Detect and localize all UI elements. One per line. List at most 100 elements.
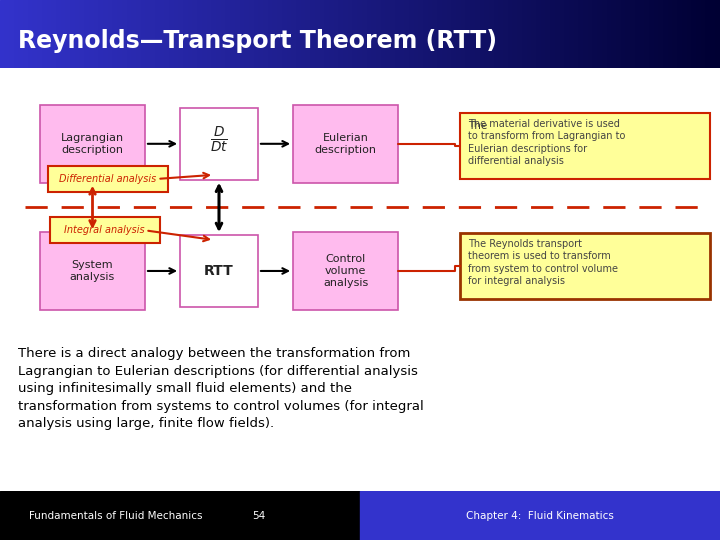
Bar	[475, 0, 476, 68]
Bar	[665, 0, 666, 68]
Bar	[142, 0, 143, 68]
Bar	[654, 0, 655, 68]
Bar	[527, 0, 528, 68]
Bar	[64, 0, 65, 68]
Bar	[442, 0, 443, 68]
Bar	[216, 0, 217, 68]
Bar	[165, 0, 166, 68]
Bar	[260, 0, 261, 68]
Bar	[662, 0, 663, 68]
Bar	[349, 0, 350, 68]
Bar	[76, 0, 77, 68]
Bar	[413, 0, 414, 68]
Bar	[40, 105, 145, 183]
Bar	[281, 0, 282, 68]
Bar	[180, 0, 181, 68]
Bar	[117, 0, 118, 68]
Bar	[697, 0, 698, 68]
Bar	[86, 0, 87, 68]
Bar	[131, 0, 132, 68]
Bar	[638, 0, 639, 68]
Bar	[346, 0, 347, 68]
Bar	[352, 0, 353, 68]
Bar	[184, 0, 185, 68]
Bar	[127, 0, 128, 68]
Bar	[472, 0, 473, 68]
Bar	[406, 0, 407, 68]
Bar	[242, 0, 243, 68]
Bar	[460, 233, 710, 299]
Bar	[447, 0, 448, 68]
Bar	[586, 0, 587, 68]
Bar	[34, 0, 35, 68]
Bar	[681, 0, 682, 68]
Bar	[373, 0, 374, 68]
Bar	[516, 0, 517, 68]
Bar	[6, 0, 7, 68]
Bar	[258, 0, 259, 68]
Bar	[226, 0, 227, 68]
Bar	[507, 0, 508, 68]
Bar	[234, 0, 235, 68]
Bar	[125, 0, 126, 68]
Bar	[141, 0, 142, 68]
Bar	[74, 0, 75, 68]
Bar	[704, 0, 705, 68]
Bar	[35, 0, 36, 68]
Bar	[220, 0, 221, 68]
Bar	[409, 0, 410, 68]
Bar	[567, 0, 568, 68]
Bar	[306, 0, 307, 68]
Bar	[364, 0, 365, 68]
Bar	[694, 0, 695, 68]
Bar	[557, 0, 558, 68]
Bar	[492, 0, 493, 68]
Bar	[427, 0, 428, 68]
Bar	[41, 0, 42, 68]
Bar	[594, 0, 595, 68]
Bar	[81, 0, 82, 68]
Bar	[621, 0, 622, 68]
Bar	[458, 0, 459, 68]
Bar	[712, 0, 713, 68]
Bar	[271, 0, 272, 68]
Bar	[695, 0, 696, 68]
Bar	[191, 0, 192, 68]
Bar	[611, 0, 612, 68]
Bar	[348, 0, 349, 68]
Bar	[13, 0, 14, 68]
Bar	[571, 0, 572, 68]
Bar	[223, 0, 224, 68]
Bar	[173, 0, 174, 68]
Bar	[212, 0, 213, 68]
Bar	[288, 0, 289, 68]
Bar	[555, 0, 556, 68]
Bar	[538, 0, 539, 68]
Bar	[71, 0, 72, 68]
Bar	[646, 0, 647, 68]
Bar	[533, 0, 534, 68]
Bar	[155, 0, 156, 68]
Bar	[180, 235, 258, 307]
Bar	[523, 0, 524, 68]
Bar	[85, 0, 86, 68]
Bar	[686, 0, 687, 68]
Bar	[270, 0, 271, 68]
Bar	[269, 0, 270, 68]
Bar	[659, 0, 660, 68]
Bar	[19, 0, 20, 68]
Bar	[656, 0, 657, 68]
Bar	[548, 0, 549, 68]
Bar	[286, 0, 287, 68]
Bar	[15, 0, 16, 68]
Bar	[687, 0, 688, 68]
Bar	[584, 0, 585, 68]
Bar	[501, 0, 502, 68]
Bar	[46, 0, 47, 68]
Bar	[667, 0, 668, 68]
Bar	[459, 0, 460, 68]
Bar	[677, 0, 678, 68]
Bar	[655, 0, 656, 68]
Bar	[379, 0, 380, 68]
Bar	[709, 0, 710, 68]
